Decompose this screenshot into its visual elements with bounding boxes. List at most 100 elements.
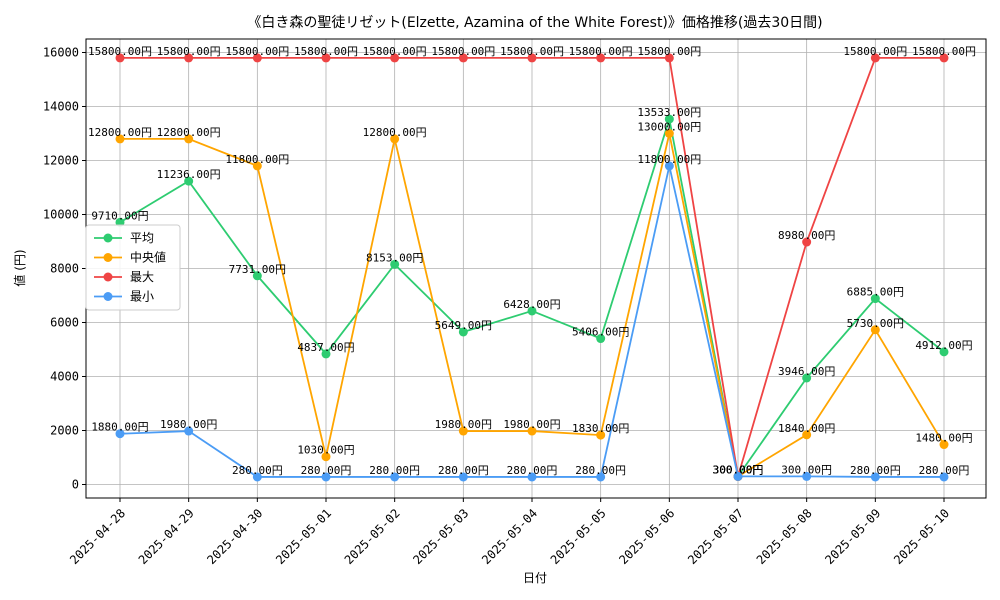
data-point: [802, 430, 812, 440]
data-label: 280.00円: [919, 464, 970, 477]
data-label: 12800.00円: [157, 126, 221, 139]
legend-entry: 最小: [130, 290, 154, 304]
data-point: [390, 134, 400, 144]
data-point: [870, 53, 880, 63]
data-point: [733, 471, 743, 481]
data-point: [527, 306, 537, 316]
data-labels: 9710.00円 11236.00円 7731.00円 4837.00円 8153.00…: [88, 45, 976, 477]
data-point: [596, 53, 606, 63]
x-tick-label: 2025-04-30: [204, 506, 265, 567]
data-point: [802, 373, 812, 383]
data-label: 15800.00円: [431, 45, 495, 58]
data-label: 280.00円: [850, 464, 901, 477]
data-label: 1830.00円: [572, 422, 629, 435]
data-label: 15800.00円: [157, 45, 221, 58]
y-tick-label: 10000: [43, 208, 79, 222]
y-axis-title: 値 (円): [12, 249, 27, 286]
series-lines: [115, 53, 949, 482]
data-point: [252, 271, 262, 281]
y-tick-label: 16000: [43, 46, 79, 60]
data-label: 300.00円: [713, 463, 764, 476]
data-label: 5649.00円: [435, 319, 492, 332]
data-label: 15800.00円: [912, 45, 976, 58]
data-label: 15800.00円: [88, 45, 152, 58]
data-point: [321, 53, 331, 63]
x-tick-label: 2025-04-29: [136, 506, 197, 567]
data-point: [664, 129, 674, 138]
legend-entry: 最大: [130, 270, 154, 284]
x-tick-label: 2025-05-09: [822, 506, 883, 567]
data-label: 6885.00円: [847, 286, 904, 299]
data-label: 280.00円: [369, 464, 420, 477]
legend-entry: 中央値: [130, 250, 166, 265]
data-point: [458, 472, 468, 482]
data-label: 12800.00円: [363, 126, 427, 139]
data-label: 3946.00円: [778, 365, 835, 378]
legend-swatch-marker: [103, 292, 113, 301]
data-point: [115, 134, 125, 144]
y-tick-label: 0: [72, 478, 79, 492]
data-label: 300.00円: [713, 463, 764, 476]
data-point: [390, 259, 400, 269]
data-point: [458, 426, 468, 436]
data-point: [390, 53, 400, 63]
x-tick-label: 2025-05-03: [410, 506, 471, 567]
data-label: 6428.00円: [503, 298, 560, 311]
data-point: [115, 53, 125, 63]
data-label: 280.00円: [438, 464, 489, 477]
y-tick-label: 14000: [43, 100, 79, 114]
data-label: 280.00円: [575, 464, 626, 477]
data-point: [321, 452, 331, 462]
data-point: [184, 176, 194, 186]
data-label: 7731.00円: [229, 263, 286, 276]
data-label: 1480.00円: [915, 432, 972, 445]
data-point: [802, 237, 812, 247]
y-tick-label: 8000: [50, 262, 79, 276]
data-label: 15800.00円: [843, 45, 907, 58]
x-tick-label: 2025-04-28: [67, 506, 128, 567]
data-label: 4912.00円: [915, 339, 972, 352]
data-point: [870, 325, 880, 335]
data-point: [596, 334, 606, 344]
legend-swatch-marker: [103, 272, 113, 282]
data-point: [939, 472, 949, 482]
data-point: [252, 53, 262, 63]
data-label: 300.00円: [713, 463, 764, 476]
grid-lines: [86, 39, 986, 498]
data-point: [184, 134, 194, 144]
data-label: 280.00円: [507, 464, 558, 477]
data-point: [664, 114, 674, 124]
y-tick-label: 4000: [50, 370, 79, 384]
data-point: [664, 161, 674, 171]
legend-entry: 平均: [130, 231, 154, 245]
data-point: [458, 53, 468, 63]
x-tick-label: 2025-05-08: [754, 506, 815, 567]
x-tick-label: 2025-05-06: [616, 506, 677, 567]
chart-title: 《白き森の聖徒リゼット(Elzette, Azamina of the Whit…: [247, 15, 822, 31]
data-point: [252, 161, 262, 171]
legend-swatch-marker: [103, 253, 113, 262]
x-axis-title: 日付: [523, 571, 547, 585]
data-label: 1880.00円: [91, 421, 148, 434]
data-label: 15800.00円: [569, 45, 633, 58]
data-point: [939, 53, 949, 63]
data-label: 1030.00円: [297, 444, 354, 457]
data-label: 15800.00円: [294, 45, 358, 58]
data-point: [115, 429, 125, 439]
data-label: 13000.00円: [637, 121, 701, 134]
data-label: 13533.00円: [637, 106, 701, 119]
data-label: 15800.00円: [500, 45, 564, 58]
y-tick-label: 2000: [50, 424, 79, 438]
legend-swatch-marker: [103, 233, 113, 243]
data-point: [870, 472, 880, 482]
data-point: [184, 426, 194, 436]
data-label: 11800.00円: [637, 153, 701, 166]
x-tick-label: 2025-05-10: [891, 506, 952, 567]
data-label: 4837.00円: [297, 341, 354, 354]
data-label: 300.00円: [781, 463, 832, 476]
data-point: [321, 349, 331, 359]
data-point: [664, 53, 674, 63]
